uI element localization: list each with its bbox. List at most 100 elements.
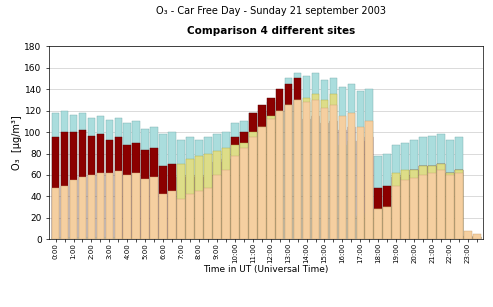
Bar [204,175,212,239]
Bar [168,132,176,239]
Bar [312,116,319,239]
Bar [356,141,364,239]
Bar [177,177,185,239]
Bar [276,111,283,239]
Bar [392,173,400,239]
Bar [133,237,140,239]
Bar [312,100,319,239]
Bar [52,188,59,239]
Bar [79,237,86,239]
Bar [70,115,77,239]
Bar [123,123,131,239]
Bar [437,134,445,239]
Bar [123,237,131,239]
Bar [150,148,158,239]
Bar [365,137,373,239]
Bar [330,121,337,239]
Bar [61,186,69,239]
Bar [195,191,203,239]
Bar [348,84,355,239]
Bar [267,119,275,239]
Bar [88,136,95,239]
Bar [240,148,247,239]
Bar [79,130,86,239]
Bar [141,237,149,239]
Bar [267,116,275,239]
Bar [392,177,400,239]
Bar [419,166,427,239]
Bar [249,137,256,239]
Bar [222,159,230,239]
Bar [106,139,113,239]
Bar [375,209,382,239]
Bar [114,171,122,239]
Bar [428,166,436,239]
Bar [384,154,391,239]
Bar [213,162,221,239]
Bar [186,159,194,239]
Bar [141,179,149,239]
Bar [303,102,311,239]
Bar [428,173,436,239]
Bar [446,173,454,239]
Bar [177,164,185,239]
Bar [168,191,176,239]
Bar [141,150,149,239]
Bar [97,134,104,239]
Bar [330,95,337,239]
Bar [339,145,346,239]
Bar [428,166,436,239]
Bar [428,136,436,239]
Bar [464,237,472,239]
Bar [195,156,203,239]
Bar [437,169,445,239]
Bar [249,113,256,239]
Bar [79,113,86,239]
Bar [97,116,104,239]
Bar [410,178,418,239]
Bar [348,141,355,239]
Bar [114,118,122,239]
Bar [240,132,247,239]
Bar [258,126,266,239]
Y-axis label: O₃  [µg/m³]: O₃ [µg/m³] [12,115,22,170]
Bar [330,105,337,239]
Bar [276,111,283,239]
Bar [267,102,275,239]
Bar [303,76,311,239]
Bar [141,129,149,239]
Bar [446,173,454,239]
Text: O₃ - Car Free Day - Sunday 21 september 2003: O₃ - Car Free Day - Sunday 21 september … [156,6,386,16]
Bar [303,119,311,239]
Bar [375,188,382,239]
Bar [159,237,167,239]
Bar [410,169,418,239]
Bar [114,237,122,239]
Bar [455,169,463,239]
Bar [249,132,256,239]
Bar [365,89,373,239]
Bar [106,237,113,239]
Bar [356,91,364,239]
Bar [159,194,167,239]
Bar [240,121,247,239]
Bar [106,120,113,239]
Bar [79,177,86,239]
Bar [61,132,69,239]
Bar [52,237,59,239]
Bar [473,237,481,239]
Bar [168,237,176,239]
Bar [70,237,77,239]
Bar [473,237,481,239]
Bar [365,121,373,239]
Bar [150,177,158,239]
Bar [106,173,113,239]
Bar [204,188,212,239]
Bar [365,212,373,239]
Bar [401,143,409,239]
Bar [303,98,311,239]
Bar [312,73,319,239]
Bar [294,73,301,239]
Bar [204,154,212,239]
Bar [213,151,221,239]
